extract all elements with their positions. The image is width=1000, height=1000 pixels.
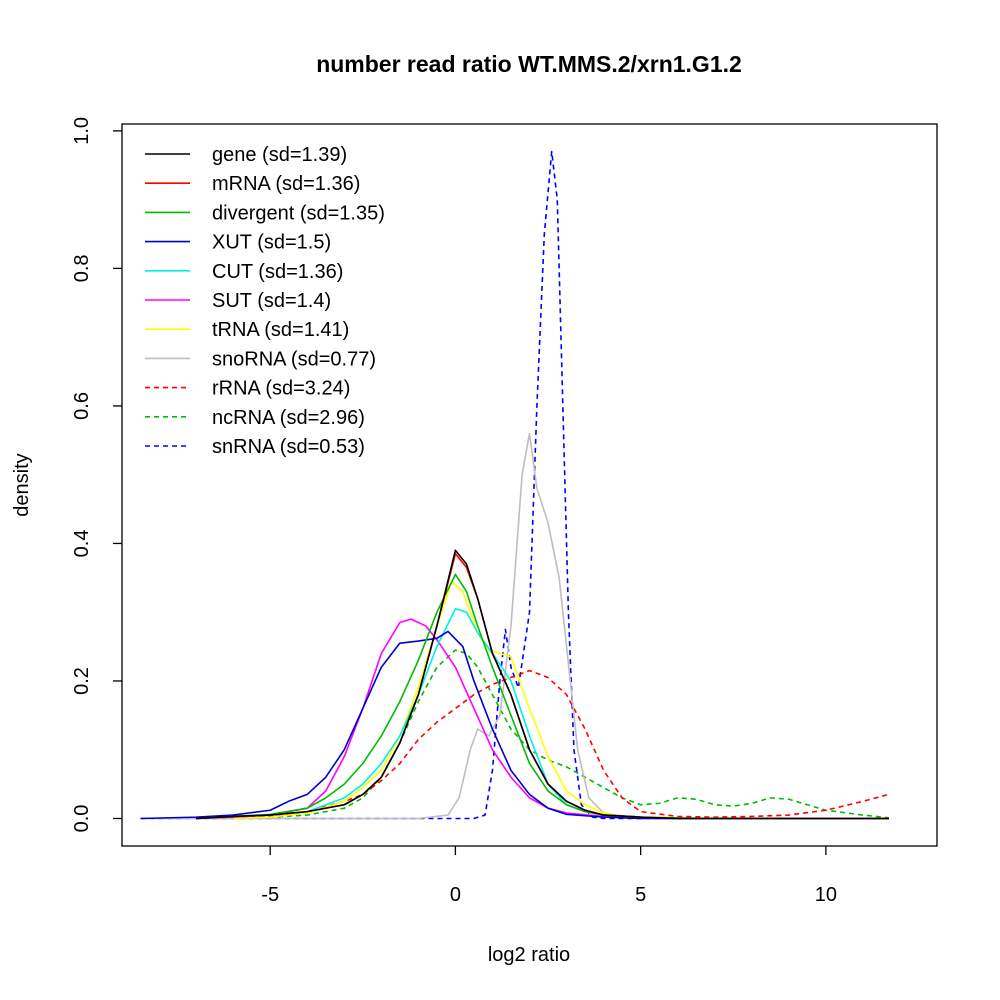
legend-label: XUT (sd=1.5) <box>212 232 331 254</box>
y-tick-label: 0.0 <box>71 805 93 833</box>
series-line <box>140 630 889 820</box>
series-line <box>233 580 889 820</box>
legend-label: SUT (sd=1.4) <box>212 290 331 312</box>
series-line <box>196 549 889 820</box>
x-tick-label: 5 <box>635 884 646 906</box>
y-tick-label: 0.2 <box>71 667 93 695</box>
y-axis-label: density <box>11 453 33 516</box>
legend-label: rRNA (sd=3.24) <box>212 378 350 400</box>
y-tick-label: 0.4 <box>71 530 93 558</box>
y-axis: 0.0 0.2 0.4 0.6 0.8 1.0 <box>71 117 122 832</box>
legend: gene (sd=1.39) mRNA (sd=1.36) divergent (s… <box>145 144 385 458</box>
x-tick-label: -5 <box>261 884 279 906</box>
chart-title: number read ratio WT.MMS.2/xrn1.G1.2 <box>316 51 742 77</box>
x-tick-label: 10 <box>815 884 837 906</box>
plot-frame <box>121 123 938 847</box>
series-line <box>140 150 889 820</box>
legend-label: snRNA (sd=0.53) <box>212 436 365 458</box>
y-tick-label: 0.6 <box>71 392 93 420</box>
legend-label: tRNA (sd=1.41) <box>212 319 349 341</box>
x-axis: -5 0 5 10 <box>261 846 837 906</box>
x-tick-label: 0 <box>450 884 461 906</box>
series-line <box>196 573 889 820</box>
y-tick-label: 0.8 <box>71 254 93 282</box>
series-line <box>140 432 889 820</box>
legend-label: snoRNA (sd=0.77) <box>212 348 376 370</box>
y-tick-label: 1.0 <box>71 117 93 145</box>
legend-label: mRNA (sd=1.36) <box>212 173 360 195</box>
series-line <box>196 607 889 820</box>
series-layer <box>140 150 890 820</box>
legend-label: gene (sd=1.39) <box>212 144 347 166</box>
legend-label: divergent (sd=1.35) <box>212 202 385 224</box>
x-axis-label: log2 ratio <box>488 944 570 966</box>
legend-label: CUT (sd=1.36) <box>212 261 343 283</box>
series-line <box>196 669 890 820</box>
series-line <box>196 552 889 820</box>
series-line <box>196 618 889 820</box>
legend-label: ncRNA (sd=2.96) <box>212 407 365 429</box>
